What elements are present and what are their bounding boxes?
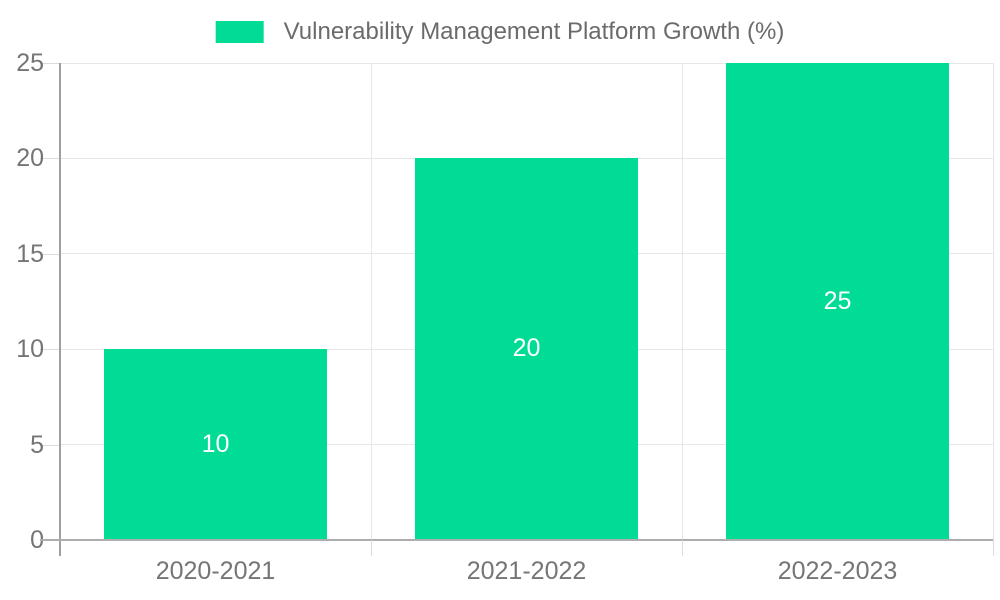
y-tick-mark <box>40 444 60 446</box>
y-tick-mark <box>40 158 60 160</box>
y-tick-label: 0 <box>30 526 44 554</box>
legend-swatch <box>215 21 264 43</box>
y-tick-mark <box>40 63 60 64</box>
x-tick-mark <box>681 540 683 556</box>
category-divider <box>992 63 994 540</box>
x-tick-mark <box>992 540 994 556</box>
y-tick-label: 25 <box>16 49 44 77</box>
bar-value-label: 20 <box>512 334 541 363</box>
y-tick-label: 10 <box>16 335 44 364</box>
bar-value-label: 10 <box>201 429 230 458</box>
y-tick-label: 15 <box>16 239 44 268</box>
y-gridline <box>60 62 993 64</box>
category-divider <box>681 63 683 540</box>
bar: 20 <box>414 158 639 540</box>
category-divider <box>370 63 372 540</box>
legend: Vulnerability Management Platform Growth… <box>215 18 785 46</box>
y-axis-line <box>59 63 61 556</box>
bar-value-label: 25 <box>823 286 852 315</box>
x-axis-line <box>40 539 993 541</box>
bar: 10 <box>103 349 328 540</box>
x-category-label: 2022-2023 <box>777 557 898 585</box>
y-tick-mark <box>40 349 60 351</box>
y-tick-mark <box>40 253 60 255</box>
plot-area: 10 20 25 <box>60 62 994 540</box>
y-tick-label: 5 <box>30 430 44 459</box>
legend-label: Vulnerability Management Platform Growth… <box>283 18 785 45</box>
x-category-label: 2020-2021 <box>155 557 276 585</box>
x-tick-mark <box>370 540 372 556</box>
x-category-label: 2021-2022 <box>466 557 587 585</box>
y-tick-label: 20 <box>16 144 44 173</box>
bar: 25 <box>725 63 950 540</box>
